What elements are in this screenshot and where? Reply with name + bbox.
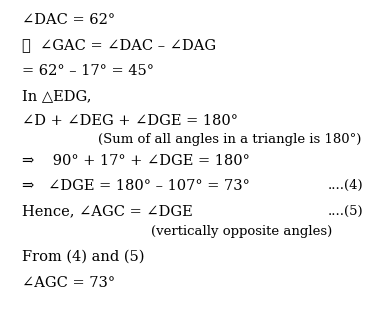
Text: (Sum of all angles in a triangle is 180°): (Sum of all angles in a triangle is 180°…: [98, 133, 362, 146]
Text: Hence, ∠AGC = ∠DGE: Hence, ∠AGC = ∠DGE: [22, 204, 193, 218]
Text: ∠DAC = 62°: ∠DAC = 62°: [22, 14, 115, 27]
Text: = 62° – 17° = 45°: = 62° – 17° = 45°: [22, 64, 154, 78]
Text: ⇒   ∠DGE = 180° – 107° = 73°: ⇒ ∠DGE = 180° – 107° = 73°: [22, 179, 250, 193]
Text: ⇒    90° + 17° + ∠DGE = 180°: ⇒ 90° + 17° + ∠DGE = 180°: [22, 154, 250, 168]
Text: ....(4): ....(4): [328, 179, 364, 192]
Text: ∠AGC = 73°: ∠AGC = 73°: [22, 276, 115, 290]
Text: ....(5): ....(5): [328, 204, 364, 218]
Text: In △EDG,: In △EDG,: [22, 89, 92, 103]
Text: ∠D + ∠DEG + ∠DGE = 180°: ∠D + ∠DEG + ∠DGE = 180°: [22, 114, 238, 128]
Text: (vertically opposite angles): (vertically opposite angles): [151, 225, 332, 238]
Text: ∴  ∠GAC = ∠DAC – ∠DAG: ∴ ∠GAC = ∠DAC – ∠DAG: [22, 39, 216, 52]
Text: From (4) and (5): From (4) and (5): [22, 250, 145, 264]
